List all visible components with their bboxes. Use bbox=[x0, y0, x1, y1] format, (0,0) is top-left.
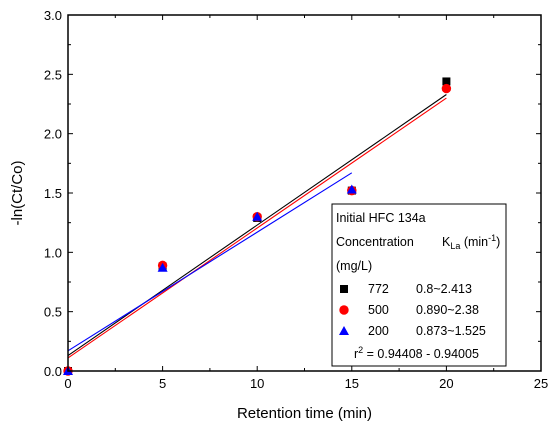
x-tick-label: 25 bbox=[534, 376, 548, 391]
fit-line-200 bbox=[67, 172, 353, 352]
fit-line-500 bbox=[67, 97, 447, 359]
axis-ticks: 0 5 10 15 20 25 0.0 0.5 1.0 1.5 2.0 2.5 3.0 bbox=[44, 8, 548, 391]
legend-marker-772 bbox=[340, 285, 348, 293]
y-tick-label: 1.5 bbox=[44, 186, 62, 201]
legend-value: 0.873~1.525 bbox=[416, 324, 486, 338]
legend-entries: 772 0.8~2.413 500 0.890~2.38 200 0.873~1.525 bbox=[339, 282, 486, 338]
x-axis-label: Retention time (min) bbox=[237, 405, 372, 422]
legend: Initial HFC 134a Concentration KLa (min-… bbox=[331, 203, 507, 367]
x-tick-label: 0 bbox=[64, 376, 71, 391]
fit-line-772 bbox=[67, 94, 447, 357]
x-tick-label: 5 bbox=[159, 376, 166, 391]
y-tick-label: 3.0 bbox=[44, 8, 62, 23]
legend-title-line1: Initial HFC 134a bbox=[336, 211, 426, 225]
x-tick-label: 10 bbox=[250, 376, 264, 391]
legend-marker-200 bbox=[339, 326, 349, 335]
data-point-200 bbox=[346, 184, 357, 194]
data-point-500 bbox=[441, 83, 452, 94]
legend-title-kla: KLa (min-1) bbox=[442, 233, 500, 251]
y-tick-label: 1.0 bbox=[44, 245, 62, 260]
data-point-772 bbox=[442, 77, 451, 86]
y-tick-label: 2.0 bbox=[44, 127, 62, 142]
legend-value: 0.890~2.38 bbox=[416, 303, 479, 317]
x-tick-label: 20 bbox=[439, 376, 453, 391]
legend-box bbox=[331, 203, 507, 367]
legend-label: 500 bbox=[368, 303, 389, 317]
legend-label: 772 bbox=[368, 282, 389, 296]
legend-title-concentration: Concentration bbox=[336, 235, 414, 249]
legend-marker-500 bbox=[339, 305, 349, 315]
legend-r2: r2 = 0.94408 - 0.94005 bbox=[354, 345, 479, 361]
fit-lines bbox=[67, 94, 447, 359]
y-tick-label: 2.5 bbox=[44, 67, 62, 82]
y-tick-label: 0.5 bbox=[44, 305, 62, 320]
y-tick-label: 0.0 bbox=[44, 364, 62, 379]
legend-label: 200 bbox=[368, 324, 389, 338]
x-tick-label: 15 bbox=[345, 376, 359, 391]
legend-title-unit: (mg/L) bbox=[336, 259, 372, 273]
legend-value: 0.8~2.413 bbox=[416, 282, 472, 296]
data-point-200 bbox=[252, 211, 263, 221]
data-point-200 bbox=[157, 262, 168, 272]
y-axis-label: -ln(Ct/Co) bbox=[9, 160, 26, 225]
